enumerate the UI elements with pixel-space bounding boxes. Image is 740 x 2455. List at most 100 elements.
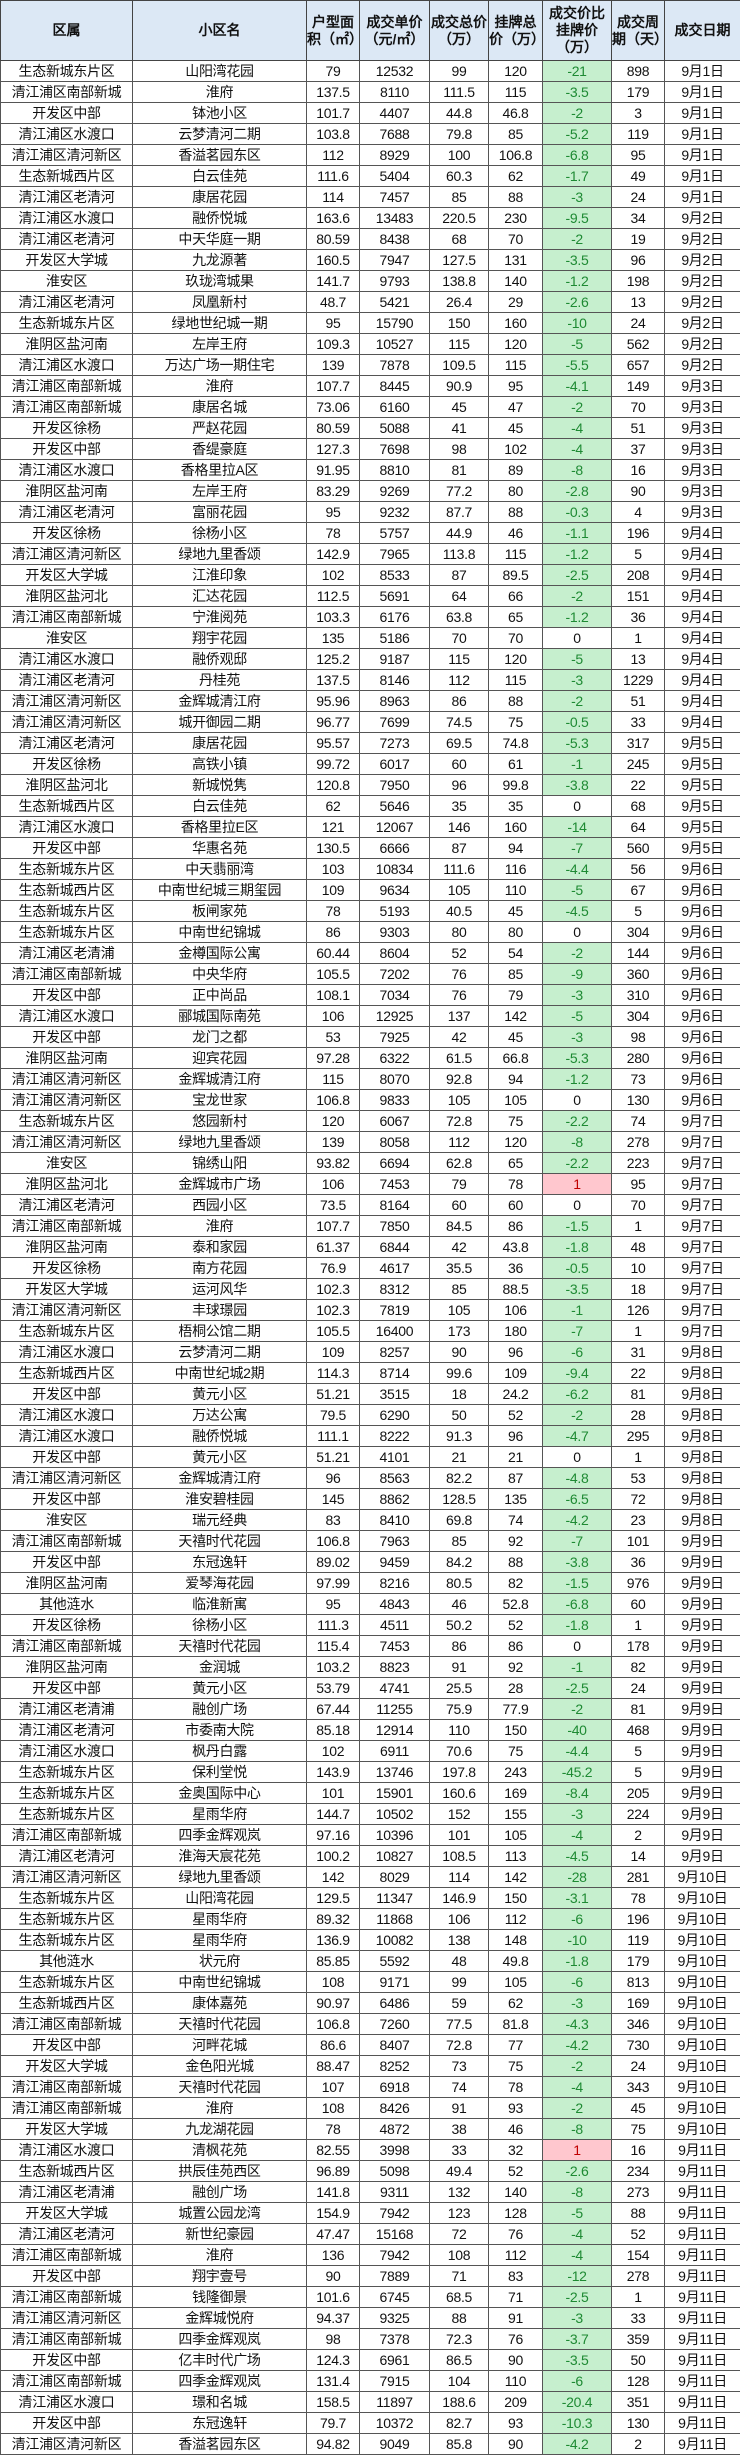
cell-price-diff: -6 [543,2371,612,2392]
cell-area: 111.1 [307,1426,360,1447]
cell-price-diff: -3.5 [543,2350,612,2371]
cell-price-diff: -4.1 [543,376,612,397]
cell-community: 万达广场一期住宅 [133,355,307,376]
cell-community: 山阳湾花园 [133,61,307,82]
cell-area: 82.55 [307,2140,360,2161]
cell-price-diff: -7 [543,1321,612,1342]
cell-unit-price: 10082 [360,1930,430,1951]
cell-community: 绿地九里香颂 [133,1867,307,1888]
cell-total-price: 50.2 [430,1615,489,1636]
cell-price-diff: -4 [543,418,612,439]
cell-area: 121 [307,817,360,838]
cell-total-price: 35.5 [430,1258,489,1279]
cell-total-price: 79 [430,1174,489,1195]
cell-price-diff: -6 [543,1909,612,1930]
cell-unit-price: 11897 [360,2392,430,2413]
cell-listing-price: 52.8 [489,1594,543,1615]
cell-district: 清江浦区老清河 [1,1846,133,1867]
cell-area: 103 [307,859,360,880]
cell-price-diff: -4.8 [543,1468,612,1489]
cell-area: 108 [307,2098,360,2119]
cell-district: 开发区大学城 [1,250,133,271]
cell-price-diff: -45.2 [543,1762,612,1783]
cell-community: 河畔花城 [133,2035,307,2056]
cell-community: 徐杨小区 [133,1615,307,1636]
cell-total-price: 104 [430,2371,489,2392]
cell-total-price: 173 [430,1321,489,1342]
cell-listing-price: 180 [489,1321,543,1342]
cell-district: 清江浦区清河新区 [1,1090,133,1111]
cell-total-price: 111.5 [430,82,489,103]
cell-deal-date: 9月2日 [665,355,740,376]
cell-total-price: 62.8 [430,1153,489,1174]
cell-area: 95.57 [307,733,360,754]
cell-area: 95 [307,313,360,334]
cell-area: 107 [307,2077,360,2098]
cell-area: 114 [307,187,360,208]
cell-price-diff: -8 [543,460,612,481]
cell-deal-date: 9月2日 [665,208,740,229]
cell-listing-price: 65 [489,1153,543,1174]
cell-community: 金辉城清江府 [133,1468,307,1489]
cell-price-diff: -9 [543,964,612,985]
cell-area: 139 [307,1132,360,1153]
cell-unit-price: 9049 [360,2434,430,2455]
cell-district: 开发区徐杨 [1,1258,133,1279]
cell-district: 生态新城西片区 [1,166,133,187]
cell-unit-price: 9311 [360,2182,430,2203]
cell-total-price: 87 [430,565,489,586]
cell-area: 106 [307,1006,360,1027]
cell-area: 154.9 [307,2203,360,2224]
cell-deal-date: 9月11日 [665,2434,740,2455]
cell-cycle-days: 128 [612,2371,665,2392]
cell-price-diff: -2 [543,586,612,607]
cell-price-diff: -28 [543,1867,612,1888]
cell-total-price: 105 [430,1090,489,1111]
cell-area: 98 [307,2329,360,2350]
cell-unit-price: 9187 [360,649,430,670]
cell-unit-price: 8257 [360,1342,430,1363]
cell-cycle-days: 1 [612,1321,665,1342]
cell-total-price: 132 [430,2182,489,2203]
cell-deal-date: 9月9日 [665,1531,740,1552]
cell-cycle-days: 730 [612,2035,665,2056]
cell-listing-price: 150 [489,1888,543,1909]
cell-unit-price: 6844 [360,1237,430,1258]
cell-total-price: 26.4 [430,292,489,313]
cell-deal-date: 9月9日 [665,1636,740,1657]
cell-total-price: 146.9 [430,1888,489,1909]
cell-deal-date: 9月11日 [665,2308,740,2329]
cell-cycle-days: 1 [612,1216,665,1237]
cell-unit-price: 8410 [360,1510,430,1531]
cell-price-diff: -4.5 [543,901,612,922]
cell-community: 凤凰新村 [133,292,307,313]
cell-deal-date: 9月11日 [665,2287,740,2308]
cell-total-price: 80 [430,922,489,943]
cell-district: 清江浦区清河新区 [1,1132,133,1153]
cell-listing-price: 81.8 [489,2014,543,2035]
cell-cycle-days: 149 [612,376,665,397]
cell-deal-date: 9月1日 [665,166,740,187]
cell-district: 淮安区 [1,628,133,649]
cell-total-price: 18 [430,1384,489,1405]
cell-price-diff: -6.5 [543,1489,612,1510]
cell-community: 钵池小区 [133,103,307,124]
cell-district: 清江浦区南部新城 [1,2329,133,2350]
cell-deal-date: 9月6日 [665,1006,740,1027]
cell-deal-date: 9月2日 [665,229,740,250]
cell-total-price: 77.2 [430,481,489,502]
cell-district: 清江浦区南部新城 [1,607,133,628]
